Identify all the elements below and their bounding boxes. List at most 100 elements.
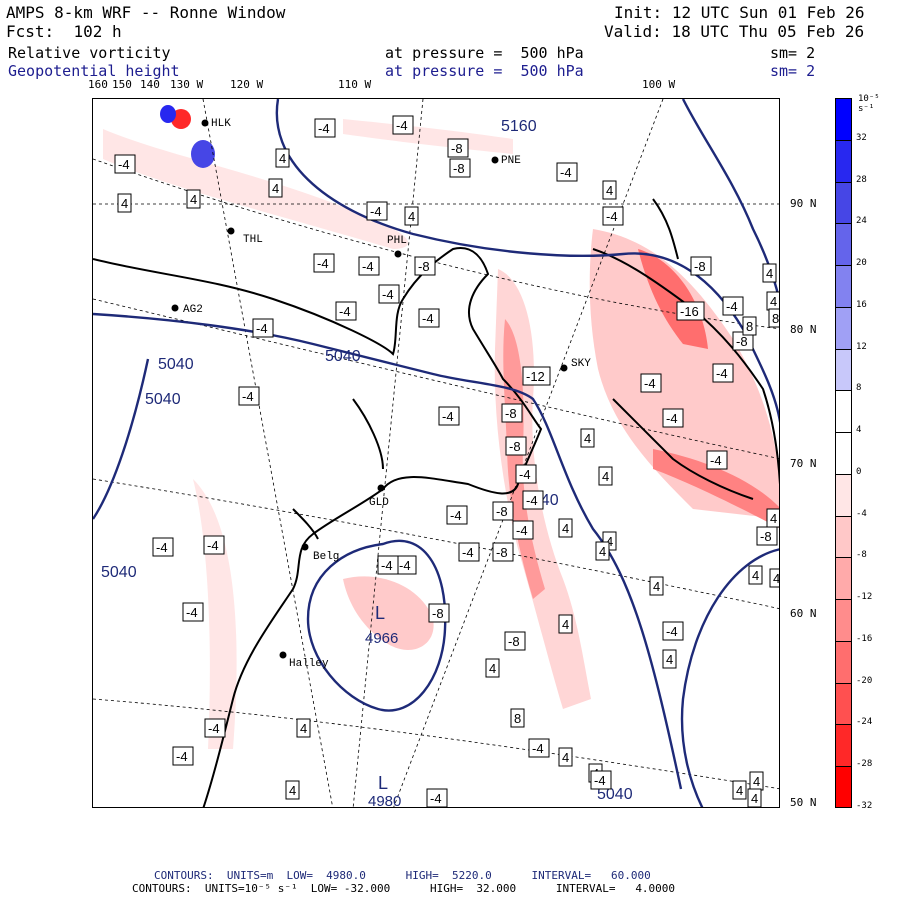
svg-text:-4: -4: [207, 538, 219, 553]
svg-text:4: 4: [300, 721, 307, 736]
colorbar-tick-label: 28: [856, 174, 867, 185]
svg-text:-4: -4: [382, 287, 394, 302]
svg-text:4: 4: [773, 571, 780, 586]
svg-text:-8: -8: [418, 259, 430, 274]
svg-text:4: 4: [562, 750, 569, 765]
vorticity-label: -4: [114, 154, 136, 174]
svg-text:4: 4: [606, 183, 613, 198]
vorticity-label: 4: [117, 193, 132, 213]
svg-text:-8: -8: [496, 504, 508, 519]
colorbar-tick-label: -24: [856, 717, 873, 728]
colorbar-tick-label: 16: [856, 299, 867, 310]
vorticity-label: -4: [418, 308, 440, 328]
svg-text:4: 4: [121, 196, 128, 211]
colorbar-units: 10⁻⁵ s⁻¹: [858, 94, 880, 114]
svg-text:-4: -4: [666, 624, 678, 639]
vorticity-label: -4: [395, 555, 417, 575]
svg-text:-4: -4: [318, 121, 330, 136]
svg-text:-4: -4: [526, 493, 538, 508]
vorticity-label: 4: [558, 614, 573, 634]
vorticity-label: -8: [492, 501, 514, 521]
vorticity-label: -8: [690, 256, 712, 276]
colorbar-tick-label: -28: [856, 759, 873, 770]
colorbar-tick-label: 24: [856, 216, 867, 227]
svg-text:-8: -8: [508, 634, 520, 649]
svg-text:4: 4: [753, 774, 760, 789]
colorbar-tick-label: 32: [856, 132, 867, 143]
colorbar-tick-label: 20: [856, 258, 867, 269]
colorbar-swatch: [836, 433, 851, 475]
colorbar-tick-label: 4: [856, 425, 862, 436]
svg-text:8: 8: [772, 311, 779, 326]
lon-label-110w: 110 W: [338, 78, 372, 91]
vorticity-label: 4: [766, 291, 779, 311]
svg-text:-4: -4: [370, 204, 382, 219]
height-label-5040-b: 5040: [145, 391, 181, 408]
colorbar-tick-label: 12: [856, 341, 867, 352]
height-label-5040-a: 5040: [158, 356, 194, 373]
vorticity-label: -4: [377, 555, 399, 575]
vorticity-label: 4: [602, 180, 617, 200]
colorbar-swatch: [836, 391, 851, 433]
svg-text:4: 4: [770, 511, 777, 526]
vorticity-label: -4: [392, 115, 414, 135]
svg-text:-4: -4: [186, 605, 198, 620]
colorbar-swatch: [836, 558, 851, 600]
vorticity-label: -4: [252, 318, 274, 338]
station-sky-label: SKY: [571, 358, 591, 370]
lat-label-80n: 80 N: [790, 323, 817, 336]
svg-text:-4: -4: [442, 409, 454, 424]
station-halley-marker: [279, 651, 287, 659]
vorticity-label: 4: [749, 771, 764, 791]
svg-text:4: 4: [736, 783, 743, 798]
svg-text:-4: -4: [532, 741, 544, 756]
svg-text:4: 4: [770, 294, 777, 309]
vorticity-label: 4: [268, 178, 283, 198]
vorticity-label: 4: [404, 206, 419, 226]
vorticity-label: -4: [426, 788, 448, 807]
vorticity-label: -4: [515, 464, 537, 484]
lon-label-140: 140: [140, 78, 160, 91]
vorticity-label: -4: [446, 505, 468, 525]
colorbar-swatch: [836, 725, 851, 767]
svg-text:-8: -8: [736, 334, 748, 349]
vorticity-label: -8: [504, 631, 526, 651]
height-label-5040-e: 5040: [101, 564, 137, 581]
colorbar-swatch: [836, 516, 851, 559]
svg-text:4: 4: [562, 617, 569, 632]
station-halley-label: Halley: [289, 658, 329, 670]
vorticity-labels: -4-4-844-444-8-444-4-4-4-8-4-4-44-16-4-8…: [114, 115, 780, 807]
svg-text:-4: -4: [450, 508, 462, 523]
vorticity-label: 8: [768, 308, 779, 328]
station-pne-marker: [491, 156, 499, 164]
svg-text:4: 4: [279, 151, 286, 166]
vorticity-label: -4: [512, 520, 534, 540]
vorticity-label: -4: [458, 542, 480, 562]
colorbar-swatch: [836, 474, 851, 517]
field1-name: Relative vorticity: [8, 44, 171, 62]
vorticity-label: -8: [505, 436, 527, 456]
colorbar-swatch: [836, 349, 851, 392]
vorticity-label: -4: [203, 535, 225, 555]
vorticity-label: -8: [501, 403, 523, 423]
svg-text:4: 4: [272, 181, 279, 196]
vorticity-label: 4: [748, 565, 763, 585]
vorticity-label: 4: [598, 466, 613, 486]
lon-label-100w: 100 W: [642, 78, 676, 91]
station-belg-label: Belg: [313, 551, 339, 563]
vorticity-label: -4: [706, 450, 728, 470]
svg-text:-4: -4: [176, 749, 188, 764]
station-phl-marker: [394, 250, 402, 258]
height-label-5040-c: 5040: [325, 348, 361, 365]
map-panel[interactable]: HLK PNE THL PHL AG2 SKY GLD Belg Halley …: [92, 98, 780, 808]
vorticity-label: 4: [762, 263, 777, 283]
svg-text:-4: -4: [242, 389, 254, 404]
svg-text:-8: -8: [453, 161, 465, 176]
vorticity-label: -8: [449, 158, 471, 178]
colorbar-swatch: [836, 600, 851, 642]
svg-text:-8: -8: [496, 545, 508, 560]
svg-text:4: 4: [289, 783, 296, 798]
svg-text:-4: -4: [118, 157, 130, 172]
footer-height-contours: CONTOURS: UNITS=m LOW= 4980.0 HIGH= 5220…: [154, 869, 651, 882]
valid-time: Valid: 18 UTC Thu 05 Feb 26: [604, 23, 864, 41]
